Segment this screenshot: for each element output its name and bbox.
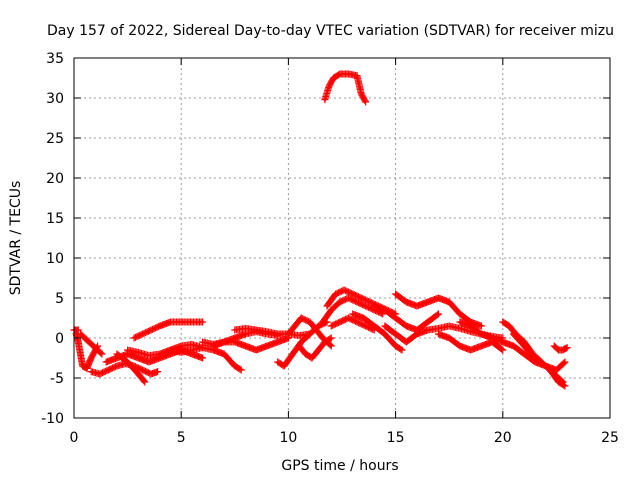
y-tick-label: -10 (41, 411, 64, 427)
data-point (560, 359, 568, 367)
axis-ticks: 0 5 10 15 20 25 -10 -5 0 5 10 15 20 25 30 35 (41, 51, 619, 446)
data-point (327, 342, 335, 350)
y-tick-label: 5 (55, 291, 64, 307)
data-point (561, 358, 569, 366)
data-point (499, 346, 507, 354)
data-point (199, 354, 207, 362)
data-point (98, 350, 106, 358)
y-tick-label: -5 (50, 371, 64, 387)
data-point (74, 326, 82, 334)
data-point (498, 345, 506, 353)
y-tick-label: 35 (46, 51, 64, 67)
data-point (326, 341, 334, 349)
x-tick-label: 15 (387, 430, 405, 446)
data-point (97, 349, 105, 357)
data-point (326, 335, 334, 343)
data-point (561, 382, 569, 390)
data-point (563, 344, 571, 352)
y-tick-label: 0 (55, 331, 64, 347)
data-point (558, 377, 566, 385)
data-point (237, 366, 245, 374)
data-point (361, 97, 369, 105)
plot-frame (73, 57, 611, 419)
data-point (327, 334, 335, 342)
y-tick-label: 10 (46, 251, 64, 267)
data-point (433, 311, 441, 319)
x-tick-label: 25 (601, 430, 619, 446)
data-points (70, 70, 571, 390)
data-point (199, 318, 207, 326)
data-point (141, 378, 149, 386)
x-tick-label: 20 (494, 430, 512, 446)
y-tick-label: 30 (46, 91, 64, 107)
data-point (236, 365, 244, 373)
data-point (397, 345, 405, 353)
data-point (477, 322, 485, 330)
data-point (398, 346, 406, 354)
data-point (434, 310, 442, 318)
data-point (140, 377, 148, 385)
y-tick-label: 20 (46, 171, 64, 187)
chart-title: Day 157 of 2022, Sidereal Day-to-day VTE… (47, 23, 614, 39)
x-tick-label: 10 (279, 430, 297, 446)
data-point (154, 368, 162, 376)
x-tick-label: 5 (177, 430, 186, 446)
y-tick-label: 15 (46, 211, 64, 227)
y-tick-label: 25 (46, 131, 64, 147)
data-point (560, 381, 568, 389)
data-point (559, 378, 567, 386)
x-tick-label: 0 (70, 430, 79, 446)
y-axis-label: SDTVAR / TECUs (8, 181, 24, 296)
x-axis-label: GPS time / hours (281, 458, 398, 474)
grid-lines (74, 58, 610, 418)
data-point (362, 98, 370, 106)
